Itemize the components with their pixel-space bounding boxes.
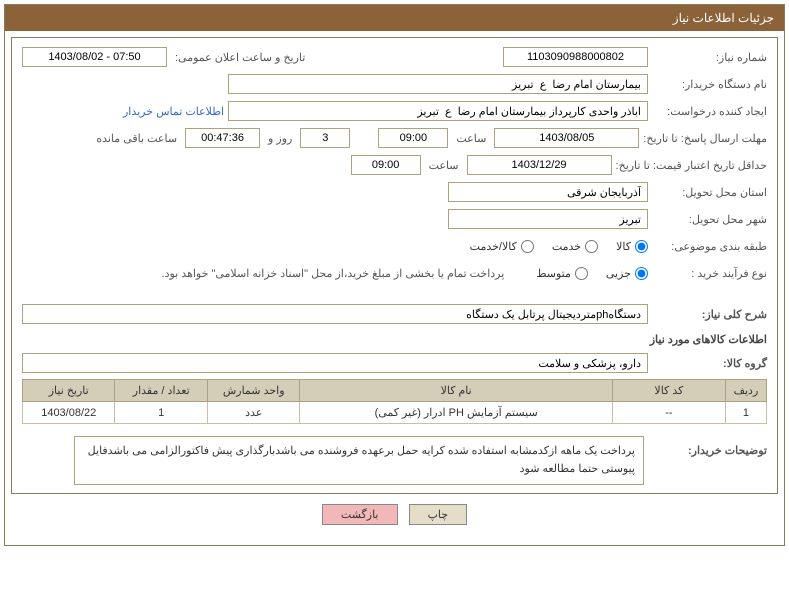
- label-hours-remaining: ساعت باقی مانده: [96, 132, 177, 145]
- city-field[interactable]: [448, 209, 648, 229]
- process-note: پرداخت تمام یا بخشی از مبلغ خرید،از محل …: [162, 267, 505, 280]
- label-announce-datetime: تاریخ و ساعت اعلان عمومی:: [175, 51, 305, 64]
- radio-partial[interactable]: [635, 267, 648, 280]
- label-buyer-org: نام دستگاه خریدار:: [652, 78, 767, 91]
- details-box: شماره نیاز: تاریخ و ساعت اعلان عمومی: نا…: [11, 37, 778, 494]
- goods-group-field[interactable]: [22, 353, 648, 373]
- label-hour-2: ساعت: [429, 159, 459, 172]
- label-province: استان محل تحویل:: [652, 186, 767, 199]
- print-button[interactable]: چاپ: [409, 504, 468, 525]
- time-remain-field: [185, 128, 260, 148]
- days-remain-field: [300, 128, 350, 148]
- radio-service-label[interactable]: خدمت: [552, 240, 598, 253]
- label-buyer-notes: توضیحات خریدار:: [652, 430, 767, 457]
- announce-datetime-field[interactable]: [22, 47, 167, 67]
- requester-field[interactable]: [228, 101, 648, 121]
- province-field[interactable]: [448, 182, 648, 202]
- th-unit: واحد شمارش: [207, 380, 299, 402]
- th-need-date: تاریخ نیاز: [23, 380, 115, 402]
- subject-radio-group: کالا خدمت کالا/خدمت: [456, 240, 648, 253]
- buyer-notes-box: پرداخت یک ماهه ازکدمشابه استفاده شده کرا…: [74, 436, 644, 485]
- label-city: شهر محل تحویل:: [652, 213, 767, 226]
- goods-info-title: اطلاعات کالاهای مورد نیاز: [22, 333, 767, 346]
- cell-name: سیستم آزمایش PH ادرار (غیر کمی): [300, 402, 612, 424]
- button-row: چاپ بازگشت: [11, 494, 778, 539]
- label-response-deadline: مهلت ارسال پاسخ: تا تاریخ:: [643, 132, 767, 145]
- cell-qty: 1: [115, 402, 207, 424]
- buyer-contact-link[interactable]: اطلاعات تماس خریدار: [123, 105, 224, 118]
- cell-need_date: 1403/08/22: [23, 402, 115, 424]
- response-time-field[interactable]: [378, 128, 448, 148]
- label-purchase-process: نوع فرآیند خرید :: [652, 267, 767, 280]
- table-header-row: ردیف کد کالا نام کالا واحد شمارش تعداد /…: [23, 380, 767, 402]
- goods-table: ردیف کد کالا نام کالا واحد شمارش تعداد /…: [22, 379, 767, 424]
- radio-partial-label[interactable]: جزیی: [606, 267, 648, 280]
- label-quote-validity: حداقل تاریخ اعتبار قیمت: تا تاریخ:: [616, 159, 767, 172]
- cell-row: 1: [725, 402, 766, 424]
- cell-unit: عدد: [207, 402, 299, 424]
- label-request-no: شماره نیاز:: [652, 51, 767, 64]
- response-date-field[interactable]: [494, 128, 639, 148]
- radio-goods-service[interactable]: [521, 240, 534, 253]
- process-radio-group: جزیی متوسط: [522, 267, 648, 280]
- main-panel: جزئیات اطلاعات نیاز شماره نیاز: تاریخ و …: [4, 4, 785, 546]
- th-code: کد کالا: [612, 380, 725, 402]
- label-subject-class: طبقه بندی موضوعی:: [652, 240, 767, 253]
- panel-title: جزئیات اطلاعات نیاز: [5, 5, 784, 31]
- th-row: ردیف: [725, 380, 766, 402]
- th-name: نام کالا: [300, 380, 612, 402]
- label-general-desc: شرح کلی نیاز:: [652, 308, 767, 321]
- radio-goods[interactable]: [635, 240, 648, 253]
- buyer-org-field[interactable]: [228, 74, 648, 94]
- cell-code: --: [612, 402, 725, 424]
- goods-table-wrap: ردیف کد کالا نام کالا واحد شمارش تعداد /…: [22, 379, 767, 424]
- radio-goods-service-label[interactable]: کالا/خدمت: [470, 240, 534, 253]
- label-requester: ایجاد کننده درخواست:: [652, 105, 767, 118]
- radio-medium[interactable]: [575, 267, 588, 280]
- request-no-field[interactable]: [503, 47, 648, 67]
- general-desc-field[interactable]: [22, 304, 648, 324]
- back-button[interactable]: بازگشت: [322, 504, 398, 525]
- radio-medium-label[interactable]: متوسط: [536, 267, 588, 280]
- table-row: 1--سیستم آزمایش PH ادرار (غیر کمی)عدد114…: [23, 402, 767, 424]
- label-goods-group: گروه کالا:: [652, 357, 767, 370]
- label-days-and: روز و: [268, 132, 292, 145]
- radio-goods-label[interactable]: کالا: [616, 240, 648, 253]
- th-qty: تعداد / مقدار: [115, 380, 207, 402]
- validity-time-field[interactable]: [351, 155, 421, 175]
- validity-date-field[interactable]: [467, 155, 612, 175]
- radio-service[interactable]: [585, 240, 598, 253]
- label-hour-1: ساعت: [456, 132, 486, 145]
